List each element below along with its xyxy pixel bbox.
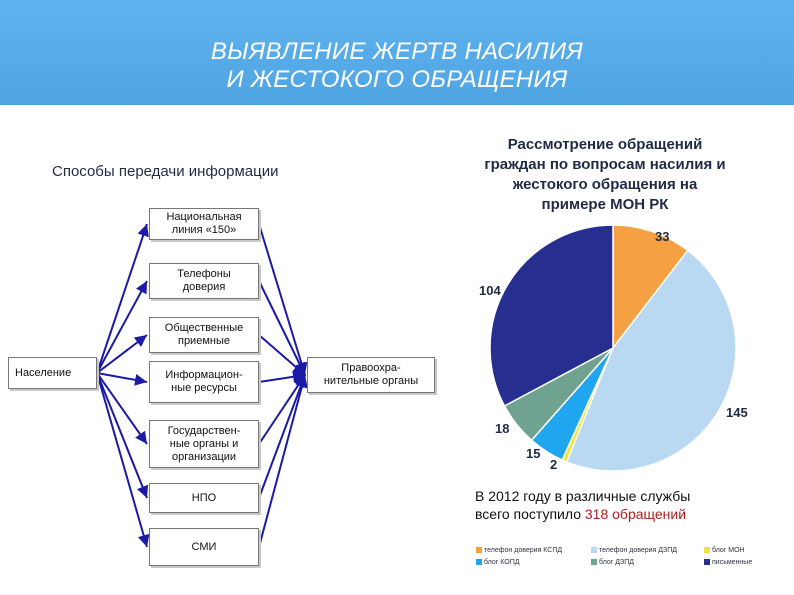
channel-5-label: НПО [191,491,217,504]
legend-item-1: телефон доверия ДЗПД [591,545,677,556]
legend-swatch-1 [591,547,597,554]
pie-slice-5 [489,224,614,407]
arrow-to-target-5 [258,374,307,499]
pie-slice-1 [565,249,737,472]
legend-swatch-4 [591,559,597,566]
diagram-subtitle: Способы передачи информации [52,163,279,180]
summary-highlight: 318 обращений [584,506,687,522]
title-line-1: ВЫЯВЛЕНИЕ ЖЕРТВ НАСИЛИЯ [210,38,584,65]
target-line1: Правоохра- [341,362,401,374]
arrow-to-channel-3 [96,372,148,386]
pie-label-2: 2 [550,457,558,472]
legend-swatch-2 [704,547,710,554]
target-node-law-enforcement: Правоохра-нительные органы [307,357,435,393]
channel-ngo: НПО [149,483,259,513]
channel-3-line1: Информацион- [165,369,243,381]
channel-info-resources: Информацион-ные ресурсы [149,361,259,403]
chart-title: Рассмотрение обращений граждан по вопрос… [455,135,755,215]
arrow-to-target-6 [258,374,308,548]
legend-swatch-3 [476,559,482,566]
channel-2-line1: Общественные [164,322,244,334]
chart-title-line-3: жестокого обращения на [512,176,698,193]
legend-label-3: блог КОПД [484,559,520,566]
source-node-population: Население [8,357,97,389]
channel-4-line3: организации [171,450,237,463]
channel-public-reception: Общественные приемные [149,317,259,353]
legend-item-3: блог КОПД [476,557,519,568]
pie-label-15: 15 [526,446,541,461]
pie-label-33: 33 [655,229,670,244]
legend-item-0: телефон доверия КСПД [476,545,562,556]
arrow-to-channel-6 [96,372,150,548]
legend-label-1: телефон доверия ДЗПД [599,547,678,554]
channel-6-label: СМИ [191,540,217,553]
legend-swatch-0 [476,547,482,554]
pie-label-104: 104 [479,283,501,298]
channel-national-line: Национальная линия «150» [149,208,259,240]
channel-2-line2: приемные [177,335,230,347]
channel-4-line2: ные органы и [169,437,239,450]
chart-title-line-2: граждан по вопросам насилия и [484,156,726,173]
chart-title-line-4: примере МОН РК [541,196,669,213]
channel-1-line1: Телефоны [177,268,231,280]
arrow-to-target-2 [258,334,306,376]
arrow-to-target-1 [258,280,306,376]
legend-item-4: блог ДЗПД [591,557,634,568]
summary-line-2-text: всего поступило [475,506,585,522]
legend-label-2: блог МОН [712,547,745,554]
arrow-to-channel-4 [96,372,148,445]
pie-slice-0 [612,224,689,351]
channel-3-line2: ные ресурсы [171,382,237,394]
arrow-to-target-0 [258,223,308,376]
pie-label-18: 18 [495,421,510,436]
channel-0-line1: Национальная [166,211,242,223]
source-label: Население [15,366,72,379]
pie-label-145: 145 [726,405,748,420]
channel-state-bodies: Государствен-ные органы и организации [149,420,259,468]
arrow-to-channel-1 [96,280,148,374]
legend-label-4: блог ДЗПД [599,559,634,566]
channel-1-line2: доверия [182,281,226,293]
arrow-to-channel-5 [96,372,149,499]
title-band: ВЫЯВЛЕНИЕ ЖЕРТВ НАСИЛИЯ И ЖЕСТОКОГО ОБРА… [0,0,794,105]
legend-item-5: письменные [704,557,752,568]
arrow-to-channel-2 [96,334,148,374]
channel-0-line2: линия «150» [171,224,237,236]
target-line2: нительные органы [323,375,419,387]
legend-label-5: письменные [712,559,753,566]
arrow-to-channel-0 [96,223,149,374]
channel-hotlines: Телефоны доверия [149,263,259,299]
summary-line-1: В 2012 году в различные службы [475,488,691,504]
channel-media: СМИ [149,528,259,566]
legend-swatch-5 [704,559,710,566]
summary-text: В 2012 году в различные службы всего пос… [475,487,775,523]
legend-label-0: телефон доверия КСПД [484,547,563,554]
chart-title-line-1: Рассмотрение обращений [507,136,703,153]
title-line-2: И ЖЕСТОКОГО ОБРАЩЕНИЯ [226,66,568,93]
channel-4-line1: Государствен- [167,424,241,437]
summary-line-2: всего поступило 318 обращений [475,505,775,523]
legend-item-2: блог МОН [704,545,745,556]
